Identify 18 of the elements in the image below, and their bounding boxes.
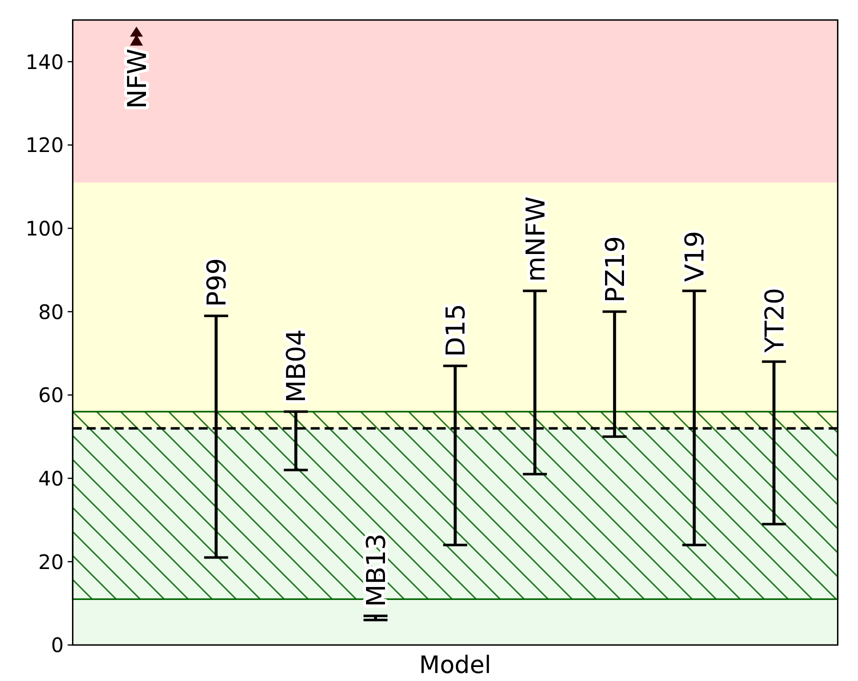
x-tick-label: YT20 [760, 288, 790, 354]
y-tick-label: 80 [38, 300, 64, 324]
x-tick-label: mNFW [521, 196, 552, 282]
x-tick-label: MB13 [362, 533, 392, 607]
y-tick-label: 140 [26, 50, 64, 74]
x-tick-label: V19 [680, 230, 711, 282]
x-tick-label: NFW [122, 48, 153, 109]
y-tick-label: 120 [26, 133, 64, 158]
y-tick-label: 100 [26, 216, 64, 241]
x-axis-title: Model [419, 651, 492, 679]
x-tick-label: MB04 [282, 329, 312, 403]
y-tick-label: 40 [38, 466, 64, 491]
x-tick-label: D15 [442, 304, 472, 357]
y-tick-label: 20 [38, 550, 64, 574]
x-tick-label: PZ19 [600, 236, 631, 303]
x-tick-label: P99 [202, 258, 232, 307]
y-tick-label: 60 [38, 383, 64, 408]
y-tick-label: 0 [50, 633, 64, 658]
